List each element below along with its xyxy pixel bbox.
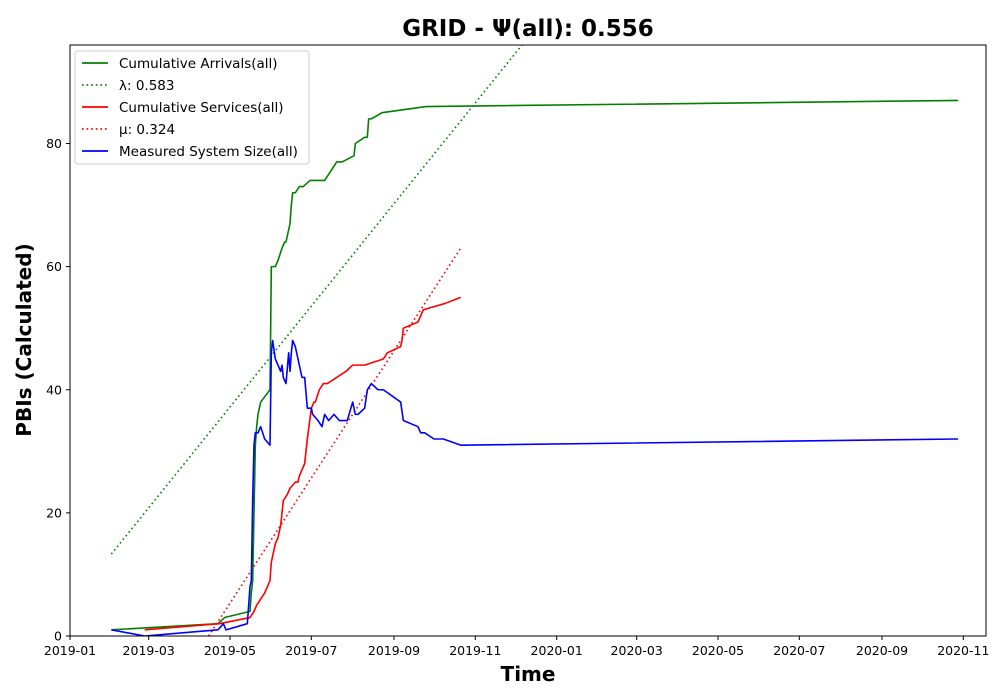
x-tick-label: 2019-07: [285, 643, 337, 658]
y-tick-label: 40: [46, 382, 62, 397]
y-tick-label: 80: [46, 136, 62, 151]
legend-label: λ: 0.583: [119, 78, 174, 94]
y-tick-label: 20: [46, 505, 62, 520]
x-tick-label: 2019-11: [449, 643, 501, 658]
x-tick-label: 2020-03: [611, 643, 663, 658]
y-axis-label: PBIs (Calculated): [12, 243, 36, 436]
x-tick-label: 2019-01: [44, 643, 96, 658]
series-line-1: [111, 99, 959, 631]
y-axis: 0 20 40 60 80: [46, 136, 70, 644]
legend-label: Cumulative Services(all): [119, 100, 284, 116]
series-line-5: [111, 339, 959, 636]
legend: Cumulative Arrivals(all) λ: 0.583 Cumulati…: [74, 50, 310, 165]
legend-label: Measured System Size(all): [119, 144, 298, 160]
x-tick-label: 2019-03: [123, 643, 175, 658]
x-tick-label: 2020-09: [856, 643, 908, 658]
x-tick-label: 2020-11: [937, 643, 989, 658]
legend-box: [74, 50, 310, 165]
y-tick-label: 0: [54, 629, 62, 644]
legend-label: μ: 0.324: [119, 122, 175, 138]
plot-frame: [69, 44, 987, 637]
series-line-2: [110, 45, 523, 555]
series-line-4: [207, 247, 462, 636]
x-axis: 2019-01 2019-03 2019-05 2019-07 2019-09 2019-…: [44, 636, 989, 658]
x-tick-label: 2019-05: [204, 643, 256, 658]
series-layer: [110, 45, 959, 636]
x-tick-label: 2020-01: [531, 643, 583, 658]
x-tick-label: 2020-05: [692, 643, 744, 658]
y-tick-label: 60: [46, 259, 62, 274]
x-tick-label: 2020-07: [773, 643, 825, 658]
x-axis-label: Time: [501, 662, 556, 686]
legend-label: Cumulative Arrivals(all): [119, 56, 278, 72]
x-tick-label: 2019-09: [368, 643, 420, 658]
series-line-3: [144, 296, 461, 631]
chart-title: GRID - Ψ(all): 0.556: [402, 16, 654, 42]
